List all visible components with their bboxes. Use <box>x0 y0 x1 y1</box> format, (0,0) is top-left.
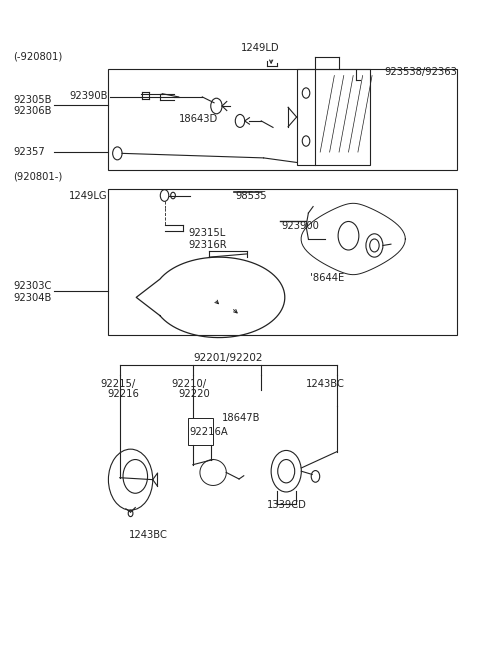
Text: 98535: 98535 <box>235 191 267 201</box>
Text: 92315L
92316R: 92315L 92316R <box>188 228 227 250</box>
Text: 92216: 92216 <box>107 390 139 399</box>
Text: 92220: 92220 <box>179 390 210 399</box>
Text: 18647B: 18647B <box>222 413 261 423</box>
Text: 1243BC: 1243BC <box>306 379 345 389</box>
Text: 92303C
92304B: 92303C 92304B <box>13 281 52 303</box>
Bar <box>188 418 213 445</box>
Bar <box>297 69 370 165</box>
Text: 923538/92363: 923538/92363 <box>384 66 457 77</box>
Text: 92390B: 92390B <box>70 91 108 101</box>
Text: 92201/92202: 92201/92202 <box>193 353 263 363</box>
Text: (920801-): (920801-) <box>13 171 63 181</box>
Text: 1339CD: 1339CD <box>267 501 307 510</box>
Text: 1243BC: 1243BC <box>129 530 168 539</box>
Bar <box>108 69 457 170</box>
Text: 92305B
92306B: 92305B 92306B <box>13 95 52 116</box>
Text: 923900: 923900 <box>281 221 319 231</box>
Text: '8644E: '8644E <box>310 273 344 283</box>
Text: 92216A: 92216A <box>189 427 228 438</box>
Bar <box>108 189 457 335</box>
Text: 92357: 92357 <box>13 147 45 157</box>
Text: 1249LD: 1249LD <box>241 43 279 53</box>
Text: (-920801): (-920801) <box>13 51 63 61</box>
Text: 18643D: 18643D <box>179 114 218 124</box>
Text: 1249LG: 1249LG <box>69 191 108 201</box>
Text: 92210/: 92210/ <box>172 379 207 389</box>
Text: 92215/: 92215/ <box>101 379 136 389</box>
